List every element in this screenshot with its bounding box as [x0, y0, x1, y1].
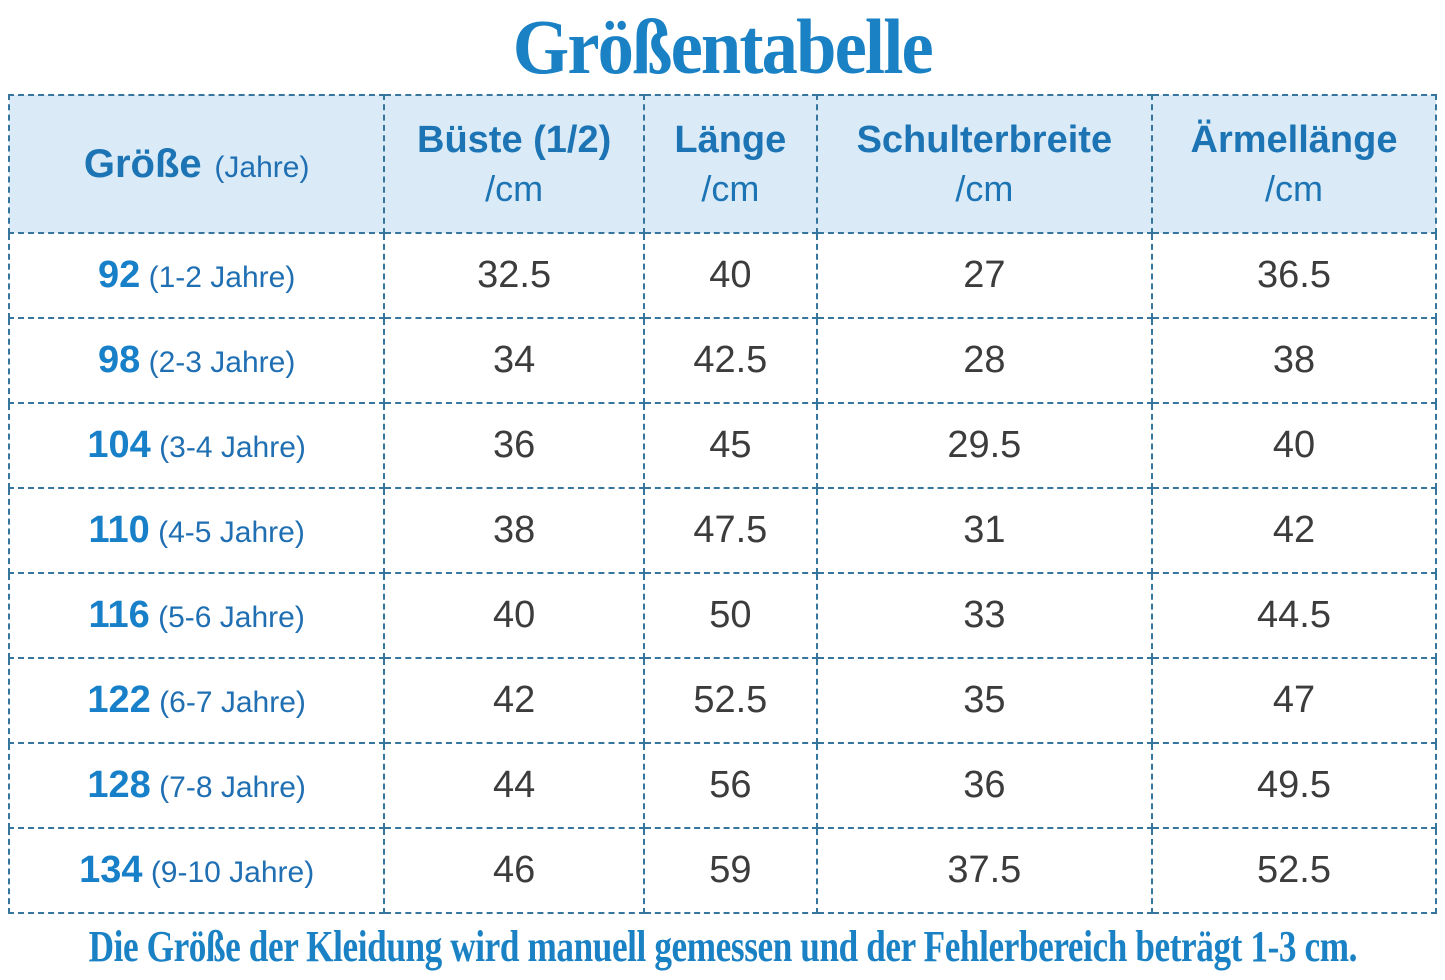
size-value: 104	[87, 424, 151, 466]
size-value: 110	[88, 509, 150, 551]
sleeve-value: 36.5	[1151, 232, 1437, 319]
header-bust-unit: /cm	[485, 168, 544, 210]
table-row: 128 (7-8 Jahre) 44 56 36 49.5	[7, 742, 1437, 829]
header-sleeve-unit: /cm	[1265, 168, 1323, 210]
table-row: 110 (4-5 Jahre) 38 47.5 31 42	[7, 487, 1437, 574]
size-value: 128	[87, 764, 151, 806]
table-row: 104 (3-4 Jahre) 36 45 29.5 40	[7, 402, 1437, 489]
header-row: Größe (Jahre) Büste (1/2) /cm Länge /cm …	[7, 94, 1437, 234]
sleeve-value: 40	[1151, 402, 1437, 489]
length-value: 47.5	[643, 487, 818, 574]
age-label	[151, 686, 159, 719]
age-value: (2-3 Jahre)	[148, 346, 296, 379]
header-cell-size: Größe (Jahre)	[7, 94, 386, 234]
shoulder-value: 35	[815, 657, 1154, 744]
bust-value: 32.5	[383, 232, 645, 319]
cell-size-age: 134 (9-10 Jahre)	[7, 827, 386, 914]
header-cell-sleeve: Ärmellänge /cm	[1151, 94, 1437, 234]
cell-size-age: 92 (1-2 Jahre)	[7, 232, 386, 319]
bust-value: 36	[383, 402, 645, 489]
page-title-area: Größentabelle	[0, 0, 1445, 94]
age-label	[151, 431, 159, 464]
age-value: (4-5 Jahre)	[158, 516, 305, 549]
footer-note: Die Größe der Kleidung wird manuell geme…	[88, 922, 1357, 971]
header-cell-length: Länge /cm	[643, 94, 818, 234]
sleeve-value: 47	[1151, 657, 1437, 744]
bust-value: 40	[383, 572, 645, 659]
sleeve-value: 42	[1151, 487, 1437, 574]
age-value: (5-6 Jahre)	[158, 601, 305, 634]
shoulder-value: 37.5	[815, 827, 1154, 914]
bust-value: 38	[383, 487, 645, 574]
footer-area: Die Größe der Kleidung wird manuell geme…	[0, 914, 1445, 980]
header-cell-shoulder: Schulterbreite /cm	[815, 94, 1154, 234]
age-value: (9-10 Jahre)	[150, 856, 315, 889]
age-value: (7-8 Jahre)	[159, 771, 306, 804]
shoulder-value: 29.5	[815, 402, 1154, 489]
length-value: 50	[643, 572, 818, 659]
header-shoulder-unit: /cm	[955, 168, 1014, 210]
shoulder-value: 33	[815, 572, 1154, 659]
sleeve-value: 38	[1151, 317, 1437, 404]
header-size-sub-label: (Jahre)	[214, 150, 310, 184]
size-value: 122	[87, 679, 151, 721]
page-title: Größentabelle	[512, 3, 934, 90]
table-body: 92 (1-2 Jahre) 32.5 40 27 36.5 98 (2-3 J…	[7, 232, 1437, 914]
cell-size-age: 98 (2-3 Jahre)	[7, 317, 386, 404]
table-header: Größe (Jahre) Büste (1/2) /cm Länge /cm …	[7, 94, 1437, 234]
header-shoulder-label: Schulterbreite	[856, 118, 1113, 161]
age-label	[140, 261, 148, 294]
shoulder-value: 31	[815, 487, 1154, 574]
length-value: 52.5	[643, 657, 818, 744]
age-label	[150, 516, 158, 549]
length-value: 40	[643, 232, 818, 319]
cell-size-age: 110 (4-5 Jahre)	[7, 487, 386, 574]
length-value: 59	[643, 827, 818, 914]
table-row: 92 (1-2 Jahre) 32.5 40 27 36.5	[7, 232, 1437, 319]
sleeve-value: 49.5	[1151, 742, 1437, 829]
age-value: (6-7 Jahre)	[159, 686, 306, 719]
cell-size-age: 122 (6-7 Jahre)	[7, 657, 386, 744]
header-length-label: Länge	[674, 118, 787, 161]
bust-value: 46	[383, 827, 645, 914]
length-value: 56	[643, 742, 818, 829]
shoulder-value: 36	[815, 742, 1154, 829]
bust-value: 42	[383, 657, 645, 744]
table-row: 134 (9-10 Jahre) 46 59 37.5 52.5	[7, 827, 1437, 914]
age-label	[151, 771, 159, 804]
size-value: 92	[97, 254, 141, 296]
age-label	[140, 346, 148, 379]
header-length-unit: /cm	[701, 168, 760, 210]
size-value: 134	[79, 849, 143, 891]
header-cell-bust: Büste (1/2) /cm	[383, 94, 645, 234]
size-value: 98	[97, 339, 141, 381]
size-value: 116	[88, 594, 150, 636]
header-bust-label: Büste (1/2)	[417, 118, 612, 161]
bust-value: 44	[383, 742, 645, 829]
shoulder-value: 28	[815, 317, 1154, 404]
sleeve-value: 52.5	[1151, 827, 1437, 914]
cell-size-age: 104 (3-4 Jahre)	[7, 402, 386, 489]
table-row: 122 (6-7 Jahre) 42 52.5 35 47	[7, 657, 1437, 744]
cell-size-age: 116 (5-6 Jahre)	[7, 572, 386, 659]
age-label	[142, 856, 150, 889]
length-value: 42.5	[643, 317, 818, 404]
table-row: 116 (5-6 Jahre) 40 50 33 44.5	[7, 572, 1437, 659]
bust-value: 34	[383, 317, 645, 404]
age-value: (3-4 Jahre)	[159, 431, 306, 464]
sleeve-value: 44.5	[1151, 572, 1437, 659]
age-value: (1-2 Jahre)	[148, 261, 296, 294]
shoulder-value: 27	[815, 232, 1154, 319]
cell-size-age: 128 (7-8 Jahre)	[7, 742, 386, 829]
table-row: 98 (2-3 Jahre) 34 42.5 28 38	[7, 317, 1437, 404]
size-chart-table: Größe (Jahre) Büste (1/2) /cm Länge /cm …	[7, 94, 1437, 914]
header-size-label: Größe	[83, 141, 202, 186]
age-label	[150, 601, 158, 634]
length-value: 45	[643, 402, 818, 489]
header-sleeve-label: Ärmellänge	[1190, 118, 1398, 161]
